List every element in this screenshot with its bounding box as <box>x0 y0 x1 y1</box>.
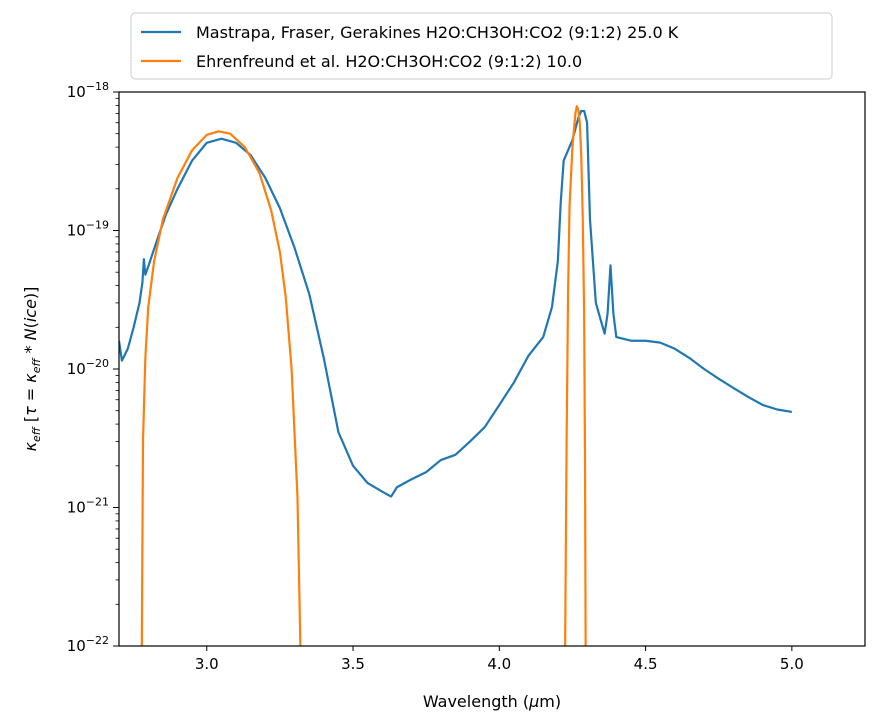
series-line-1 <box>140 105 587 646</box>
x-tick-label: 5.0 <box>780 655 804 673</box>
y-tick-label: 10−19 <box>67 219 109 240</box>
x-tick-label: 3.5 <box>341 655 365 673</box>
y-axis: 10−22 10−21 10−20 10−19 10−18 <box>67 80 119 655</box>
x-tick-label: 4.0 <box>487 655 511 673</box>
x-axis: 3.0 3.5 4.0 4.5 5.0 <box>195 646 804 673</box>
legend-label-1: Ehrenfreund et al. H2O:CH3OH:CO2 (9:1:2)… <box>196 52 582 71</box>
legend-label-0: Mastrapa, Fraser, Gerakines H2O:CH3OH:CO… <box>196 23 679 42</box>
y-tick-label: 10−20 <box>67 357 109 378</box>
y-tick-label: 10−21 <box>67 496 109 517</box>
legend: Mastrapa, Fraser, Gerakines H2O:CH3OH:CO… <box>130 12 833 80</box>
plot-frame <box>118 91 866 647</box>
x-axis-label: Wavelength (μm) <box>423 692 561 711</box>
plot-area <box>119 105 793 646</box>
x-tick-label: 3.0 <box>195 655 219 673</box>
x-tick-label: 4.5 <box>634 655 658 673</box>
series-line-0 <box>119 109 793 498</box>
legend-frame <box>130 12 833 80</box>
y-axis-label: κeff [τ = κeff * N(ice)] <box>21 287 43 452</box>
y-tick-label: 10−22 <box>67 634 109 655</box>
y-tick-label: 10−18 <box>67 80 109 101</box>
